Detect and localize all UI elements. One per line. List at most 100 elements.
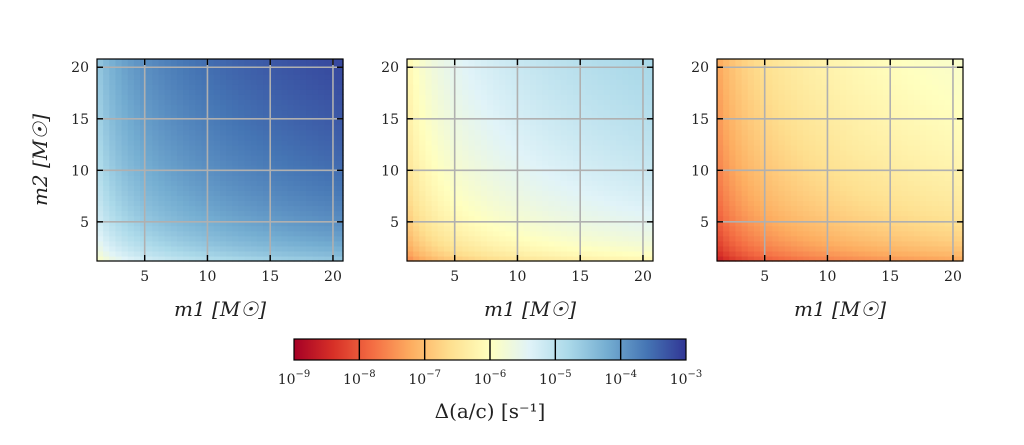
heatmap-cell [431, 114, 439, 121]
heatmap-cell [189, 114, 196, 121]
heatmap-cell [542, 144, 550, 151]
heatmap-cell [121, 235, 129, 242]
heatmap-cell [907, 185, 915, 191]
heatmap-cell [753, 154, 761, 161]
heatmap-cell [913, 225, 921, 232]
heatmap-cell [462, 114, 470, 121]
heatmap-cell [133, 134, 141, 141]
heatmap-cell [170, 245, 178, 252]
heatmap-cell [164, 165, 172, 171]
heatmap-cell [220, 165, 227, 171]
heatmap-cell [729, 154, 737, 161]
heatmap-cell [858, 230, 866, 237]
heatmap-cell [926, 245, 933, 252]
heatmap-cell [628, 190, 636, 196]
heatmap-cell [419, 240, 427, 247]
heatmap-cell [815, 220, 823, 227]
heatmap-cell [723, 170, 730, 176]
heatmap-cell [809, 195, 816, 201]
heatmap-cell [778, 89, 786, 95]
heatmap-cell [634, 74, 642, 80]
heatmap-cell [932, 74, 939, 80]
heatmap-cell [431, 245, 439, 252]
heatmap-cell [306, 185, 313, 191]
heatmap-cell [809, 119, 816, 126]
heatmap-cell [597, 235, 605, 242]
heatmap-cell [566, 119, 574, 126]
heatmap-cell [336, 84, 344, 90]
heatmap-cell [566, 134, 574, 141]
heatmap-cell [536, 59, 543, 65]
heatmap-cell [597, 160, 605, 166]
heatmap-cell [827, 240, 835, 247]
heatmap-cell [753, 59, 761, 65]
heatmap-cell [622, 220, 629, 227]
heatmap-cell [956, 170, 964, 176]
heatmap-cell [195, 225, 203, 232]
heatmap-cell [840, 79, 847, 85]
heatmap-cell [164, 255, 172, 262]
heatmap-cell [772, 94, 780, 100]
heatmap-cell [530, 195, 537, 201]
heatmap-cell [437, 180, 445, 186]
heatmap-cell [833, 200, 841, 207]
heatmap-cell [585, 175, 593, 181]
heatmap-cell [293, 180, 301, 186]
heatmap-cell [164, 109, 172, 116]
heatmap-cell [207, 250, 215, 257]
heatmap-cell [121, 109, 129, 116]
heatmap-cell [622, 250, 629, 257]
heatmap-cell [330, 114, 338, 121]
heatmap-cell [505, 170, 513, 176]
heatmap-cell [431, 235, 439, 242]
heatmap-cell [753, 190, 761, 196]
heatmap-cell [183, 250, 190, 257]
heatmap-cell [735, 69, 743, 75]
heatmap-cell [579, 114, 586, 121]
heatmap-cell [760, 104, 767, 111]
heatmap-cell [318, 94, 326, 100]
heatmap-cell [176, 89, 184, 95]
heatmap-cell [573, 160, 580, 166]
heatmap-cell [895, 200, 903, 207]
heatmap-cell [109, 235, 117, 242]
heatmap-cell [437, 215, 445, 222]
heatmap-cell [864, 185, 872, 191]
heatmap-cell [938, 114, 946, 121]
heatmap-cell [480, 114, 488, 121]
heatmap-cell [306, 230, 313, 237]
heatmap-cell [573, 144, 580, 151]
heatmap-cell [609, 154, 617, 161]
heatmap-cell [858, 225, 866, 232]
heatmap-cell [579, 185, 586, 191]
heatmap-cell [938, 139, 946, 146]
heatmap-cell [766, 99, 773, 106]
heatmap-cell [318, 245, 326, 252]
heatmap-cell [634, 129, 642, 136]
heatmap-cell [275, 160, 283, 166]
heatmap-cell [932, 89, 939, 95]
heatmap-cell [548, 79, 556, 85]
heatmap-cell [419, 160, 427, 166]
heatmap-cell [876, 210, 884, 217]
heatmap-cell [299, 215, 307, 222]
heatmap-cell [480, 59, 488, 65]
heatmap-cell [474, 180, 482, 186]
heatmap-cell [431, 89, 439, 95]
heatmap-cell [256, 149, 264, 156]
heatmap-cell [158, 74, 166, 80]
heatmap-cell [913, 250, 921, 257]
heatmap-cell [419, 59, 427, 65]
heatmap-cell [840, 99, 847, 106]
heatmap-cell [158, 245, 166, 252]
heatmap-cell [468, 74, 476, 80]
heatmap-cell [919, 210, 927, 217]
heatmap-cell [133, 59, 141, 65]
heatmap-cell [499, 230, 506, 237]
heatmap-cell [876, 109, 884, 116]
x-tick-label: 5 [760, 269, 769, 285]
heatmap-cell [419, 170, 427, 176]
heatmap-cell [109, 185, 117, 191]
heatmap-cell [778, 99, 786, 106]
heatmap-cell [907, 119, 915, 126]
